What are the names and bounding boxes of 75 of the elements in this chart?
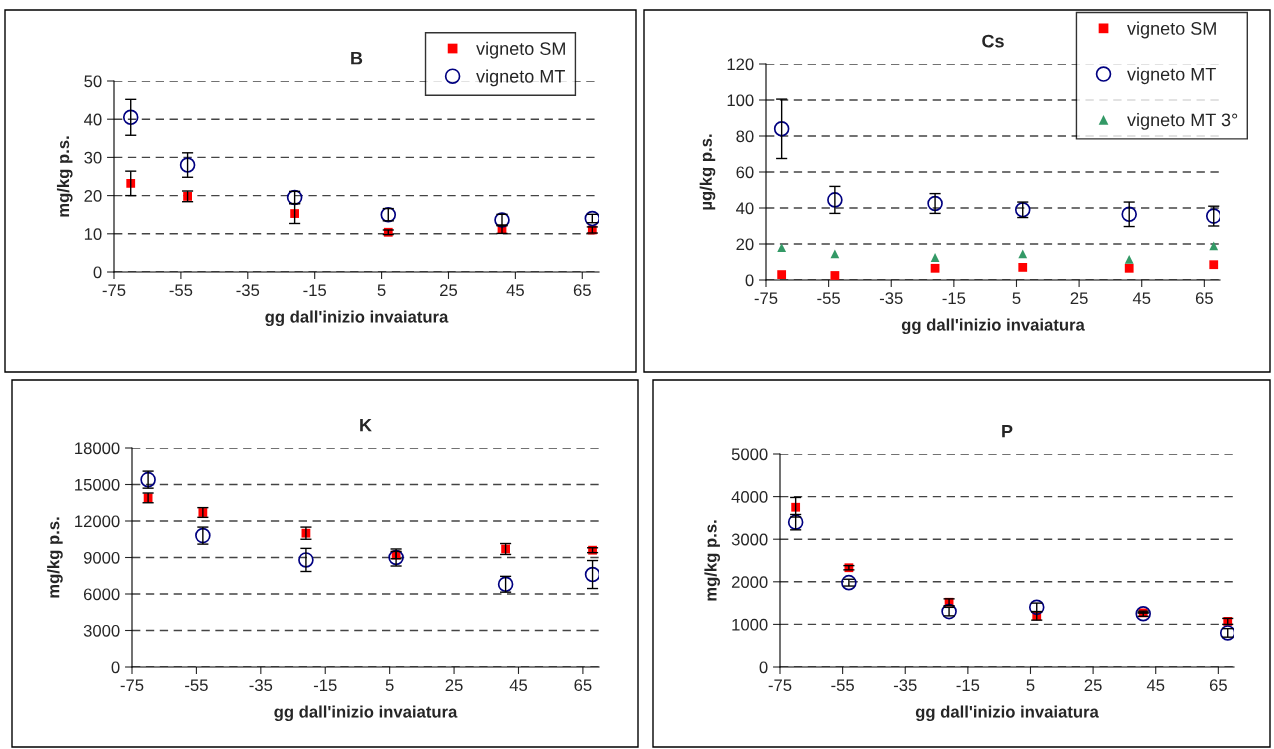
- x-tick-label: 25: [445, 679, 463, 692]
- x-tick-label: -35: [879, 292, 903, 305]
- y-axis-title: mg/kg p.s.: [704, 520, 721, 601]
- y-tick-label: 3000: [83, 624, 120, 637]
- x-tick-label: 5: [1026, 679, 1035, 692]
- x-tick-label: 65: [1209, 679, 1227, 692]
- y-tick-label: 3000: [731, 533, 768, 546]
- y-axis-title: mg/kg p.s.: [56, 136, 73, 217]
- x-tick-label: -55: [185, 679, 208, 692]
- y-tick-label: 0: [759, 661, 768, 674]
- chart-title: P: [1002, 424, 1013, 438]
- y-tick-label: 18000: [75, 442, 120, 455]
- legend-label: vigneto MT 3°: [1127, 113, 1238, 130]
- y-tick-label: 5000: [731, 448, 768, 461]
- y-tick-label: 0: [93, 266, 102, 279]
- y-tick-label: 120: [727, 58, 754, 71]
- x-tick-label: 5: [377, 284, 386, 297]
- x-tick-label: 65: [573, 284, 591, 297]
- x-tick-label: -35: [236, 284, 260, 297]
- x-tick-label: 45: [1146, 679, 1165, 692]
- y-tick-label: 80: [736, 130, 754, 143]
- x-tick-label: -15: [303, 284, 327, 297]
- y-tick-label: 30: [84, 151, 102, 164]
- x-tick-label: 65: [1195, 292, 1213, 305]
- y-tick-label: 60: [736, 166, 754, 179]
- x-axis-title: gg dall'inizio invaiatura: [274, 705, 458, 722]
- x-tick-label: -15: [942, 292, 966, 305]
- y-axis-title: µg/kg p.s.: [699, 134, 716, 210]
- x-axis-title: gg dall'inizio invaiatura: [901, 318, 1085, 335]
- x-tick-label: -75: [120, 679, 144, 692]
- y-axis-title: mg/kg p.s.: [47, 517, 63, 598]
- x-axis-title: gg dall'inizio invaiatura: [265, 310, 449, 327]
- y-tick-label: 100: [727, 94, 754, 107]
- y-tick-label: 0: [745, 274, 754, 287]
- x-tick-label: -15: [956, 679, 980, 692]
- y-tick-label: 40: [84, 113, 102, 126]
- x-tick-label: -35: [893, 679, 917, 692]
- x-tick-label: 5: [385, 679, 394, 692]
- y-tick-label: 40: [736, 202, 754, 215]
- y-tick-label: 4000: [731, 491, 768, 503]
- y-tick-label: 15000: [75, 478, 120, 491]
- x-tick-label: 25: [440, 284, 458, 297]
- x-tick-label: 25: [1070, 292, 1088, 305]
- x-tick-label: 25: [1084, 679, 1102, 692]
- y-tick-label: 0: [111, 661, 120, 674]
- x-tick-label: -75: [102, 284, 126, 297]
- y-tick-label: 20: [84, 190, 102, 202]
- y-tick-label: 10: [84, 228, 102, 240]
- x-axis-title: gg dall'inizio invaiatura: [915, 705, 1099, 722]
- chart-title: Cs: [982, 34, 1004, 48]
- y-tick-label: 20: [736, 238, 754, 251]
- x-tick-label: -55: [831, 679, 854, 692]
- legend-label: vigneto SM: [1127, 21, 1216, 39]
- y-tick-label: 2000: [731, 576, 768, 588]
- chart-title: B: [351, 51, 363, 65]
- x-tick-label: 65: [574, 679, 592, 692]
- y-tick-label: 50: [84, 75, 102, 88]
- y-tick-label: 6000: [83, 588, 120, 601]
- y-tick-label: 1000: [732, 618, 768, 631]
- x-tick-label: -55: [169, 284, 193, 297]
- legend-label: vigneto MT: [476, 69, 565, 87]
- x-tick-label: 45: [509, 679, 528, 692]
- legend-label: vigneto SM: [476, 41, 565, 59]
- chart-title: K: [360, 418, 372, 432]
- legend-label: vigneto MT: [1127, 67, 1216, 85]
- y-tick-label: 12000: [75, 515, 120, 528]
- y-tick-label: 9000: [83, 551, 120, 564]
- x-tick-label: 45: [1132, 292, 1151, 305]
- x-tick-label: 5: [1012, 292, 1021, 305]
- x-tick-label: 45: [506, 284, 524, 297]
- x-tick-label: -35: [249, 679, 273, 692]
- x-tick-label: -55: [817, 292, 840, 305]
- x-tick-label: -75: [768, 679, 792, 692]
- x-tick-label: -75: [754, 292, 778, 305]
- x-tick-label: -15: [313, 679, 337, 692]
